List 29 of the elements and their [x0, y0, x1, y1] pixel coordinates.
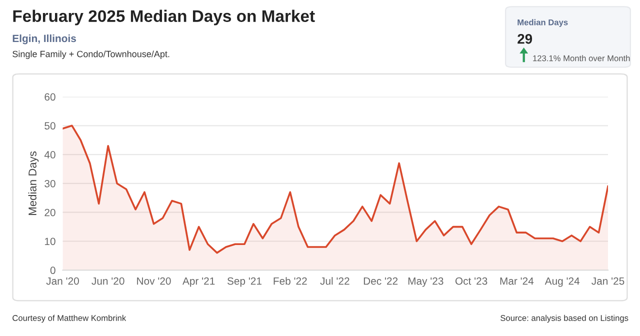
- text: Single Family + Condo/Townhouse/Apt.: [12, 50, 170, 59]
- y-axis-title: Median Days: [28, 151, 39, 215]
- y-tick-label: 40: [44, 151, 56, 158]
- chart-subtitle: Elgin, Illinois: [12, 34, 76, 44]
- y-tick-label: 30: [44, 180, 56, 188]
- x-tick-label: Dec '22: [364, 277, 398, 285]
- x-tick-label: Oct '23: [455, 277, 488, 285]
- chart-title: February 2025 Median Days on Market: [13, 10, 315, 26]
- source-note: Source: analysis based on Listings: [500, 314, 628, 323]
- text: 123.1% Month over Month: [533, 55, 630, 62]
- text: Courtesy of Matthew Kombrink: [12, 314, 126, 323]
- x-tick-label: Jan '20: [46, 277, 79, 285]
- x-tick-label: Jan '25: [592, 277, 624, 285]
- text: 29: [518, 34, 532, 44]
- y-tick-label: 10: [44, 238, 56, 246]
- x-tick-label: Feb '22: [274, 277, 307, 285]
- y-tick-label: 50: [44, 122, 56, 130]
- x-tick-label: Jul '22: [320, 277, 350, 285]
- x-tick-label: Jun '20: [92, 277, 124, 285]
- x-tick-label: May '23: [408, 277, 444, 287]
- text: Median Days: [518, 19, 568, 27]
- y-tick-label: 20: [44, 208, 56, 216]
- x-tick-label: Nov '20: [137, 277, 171, 285]
- y-tick-label: 60: [44, 93, 56, 101]
- x-tick-label: Aug '24: [544, 277, 580, 287]
- y-tick-label: 0: [50, 266, 56, 274]
- x-tick-label: Sep '21: [227, 277, 262, 287]
- x-tick-label: Mar '24: [500, 277, 534, 285]
- x-tick-label: Apr '21: [182, 277, 215, 287]
